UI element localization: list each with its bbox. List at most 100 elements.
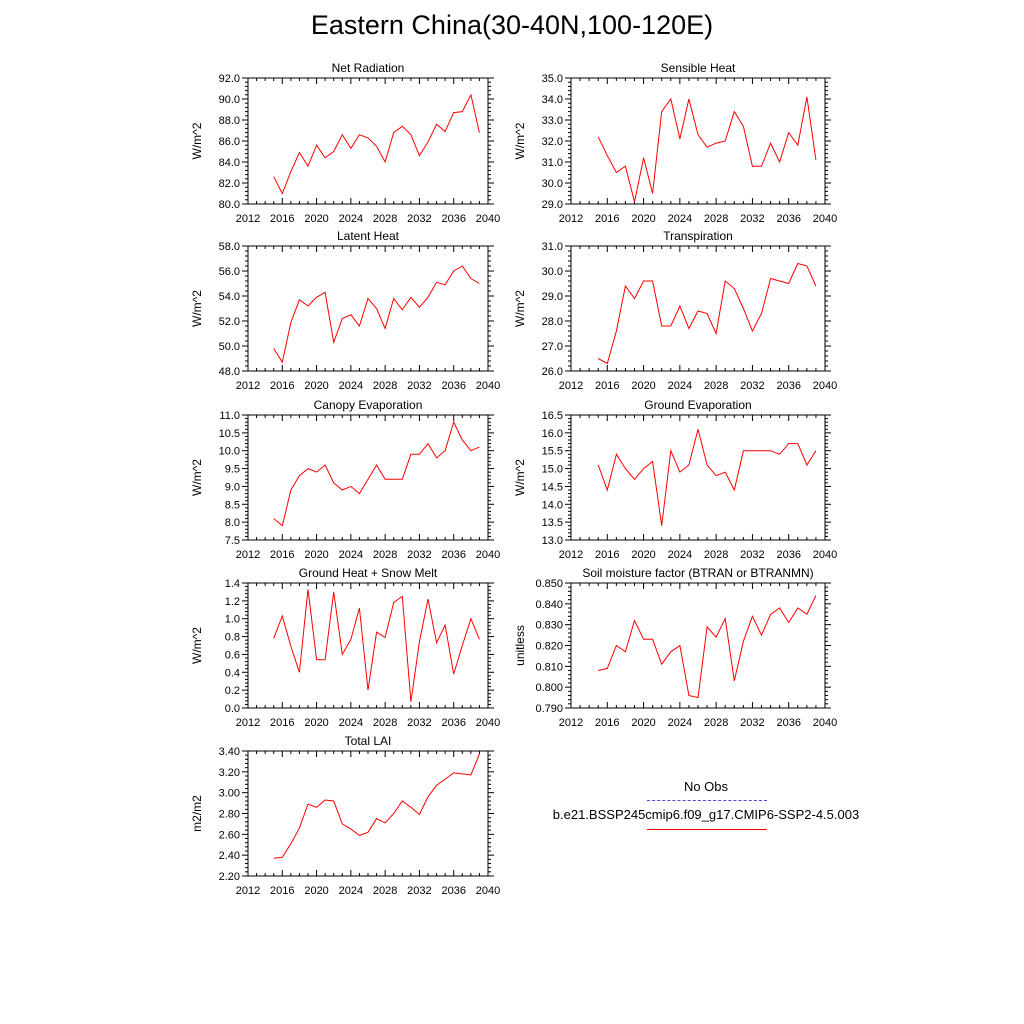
panel-6-xtick-label: 2020: [631, 549, 655, 561]
panel-2-xtick-label: 2016: [595, 213, 619, 225]
panel-7-ytick-label: 1.2: [225, 596, 240, 608]
panel-1-ylabel: W/m^2: [190, 122, 204, 159]
panel-5-xtick-label: 2040: [476, 549, 500, 561]
panel-8-ytick-label: 0.790: [535, 703, 563, 715]
panel-8-xtick-label: 2020: [631, 717, 655, 729]
panel-3-xtick-label: 2028: [373, 380, 397, 392]
panel-4-title: Transpiration: [663, 229, 733, 243]
panel-3-ytick-label: 58.0: [219, 241, 240, 253]
panel-8-xtick-label: 2040: [813, 717, 837, 729]
panel-2-ytick-label: 34.0: [542, 94, 563, 106]
panel-1-xtick-label: 2012: [236, 213, 260, 225]
panel-6-xtick-label: 2028: [704, 549, 728, 561]
panel-1-ytick-label: 82.0: [219, 178, 240, 190]
panel-7-ytick-label: 0.6: [225, 649, 240, 661]
panel-4-ytick-label: 27.0: [542, 341, 563, 353]
panel-9-xtick-label: 2032: [407, 885, 431, 897]
panel-9-ytick-label: 2.20: [219, 871, 240, 883]
panel-7-xtick-label: 2020: [304, 717, 328, 729]
panel-3-xtick-label: 2040: [476, 380, 500, 392]
panel-3-series-line: [273, 265, 480, 364]
panel-2-ytick-label: 31.0: [542, 157, 563, 169]
panel-5-ytick-label: 8.0: [225, 517, 240, 529]
panel-5-series-line: [273, 420, 480, 527]
panel-8-series-line: [598, 595, 817, 699]
legend-obs-label: No Obs: [683, 779, 729, 794]
panel-2-xtick-label: 2020: [631, 213, 655, 225]
panel-7-title: Ground Heat + Snow Melt: [299, 566, 438, 580]
panel-8-xtick-label: 2016: [595, 717, 619, 729]
panel-3-ylabel: W/m^2: [190, 290, 204, 327]
panel-1-xtick-label: 2020: [304, 213, 328, 225]
panel-2-ytick-label: 29.0: [542, 199, 563, 211]
panel-8-ytick-label: 0.830: [535, 620, 563, 632]
panel-5-xtick-label: 2012: [236, 549, 260, 561]
panel-9-ytick-label: 3.00: [219, 788, 240, 800]
panel-6-title: Ground Evaporation: [644, 398, 751, 412]
panel-6-xtick-label: 2012: [559, 549, 583, 561]
panel-3-ytick-label: 48.0: [219, 366, 240, 378]
panel-2-ylabel: W/m^2: [513, 122, 527, 159]
panel-6-ytick-label: 15.5: [542, 446, 563, 458]
panel-4-ytick-label: 31.0: [542, 241, 563, 253]
panel-3-xtick-label: 2016: [270, 380, 294, 392]
panel-8-xtick-label: 2024: [668, 717, 692, 729]
panel-4-xtick-label: 2028: [704, 380, 728, 392]
panel-8-xtick-label: 2012: [559, 717, 583, 729]
panel-1-xtick-label: 2016: [270, 213, 294, 225]
panel-5-ytick-label: 10.5: [219, 428, 240, 440]
panel-5-ytick-label: 8.5: [225, 499, 240, 511]
panel-4-xtick-label: 2016: [595, 380, 619, 392]
legend-model-line: [647, 829, 767, 830]
panel-3-xtick-label: 2020: [304, 380, 328, 392]
panel-1-xtick-label: 2032: [407, 213, 431, 225]
panel-9-series-line: [273, 753, 480, 859]
panel-1-ytick-label: 92.0: [219, 73, 240, 85]
panel-5-ytick-label: 7.5: [225, 535, 240, 547]
panel-4-xtick-label: 2036: [776, 380, 800, 392]
panel-5-ylabel: W/m^2: [190, 459, 204, 496]
panel-7-xtick-label: 2032: [407, 717, 431, 729]
panel-1-ytick-label: 80.0: [219, 199, 240, 211]
panel-6-ytick-label: 15.0: [542, 464, 563, 476]
panel-4-ylabel: W/m^2: [513, 290, 527, 327]
panel-2-xtick-label: 2040: [813, 213, 837, 225]
panel-4-xtick-label: 2012: [559, 380, 583, 392]
panel-2-ytick-label: 33.0: [542, 115, 563, 127]
panel-6-ytick-label: 14.0: [542, 499, 563, 511]
panel-1-xtick-label: 2024: [339, 213, 363, 225]
panel-9-xtick-label: 2040: [476, 885, 500, 897]
panel-5-ytick-label: 9.5: [225, 464, 240, 476]
panel-9-frame: [247, 750, 489, 877]
panel-8-ytick-label: 0.820: [535, 641, 563, 653]
panel-4-xtick-label: 2024: [668, 380, 692, 392]
panel-8-ytick-label: 0.850: [535, 578, 563, 590]
panel-4-series-line: [597, 262, 817, 365]
legend-model-label: b.e21.BSSP245cmip6.f09_g17.CMIP6-SSP2-4.…: [552, 807, 860, 822]
panel-7-xtick-label: 2040: [476, 717, 500, 729]
panel-8-title: Soil moisture factor (BTRAN or BTRANMN): [582, 566, 813, 580]
panel-2-ytick-label: 32.0: [542, 136, 563, 148]
panel-7-ytick-label: 1.4: [225, 578, 240, 590]
panel-7-xtick-label: 2016: [270, 717, 294, 729]
panel-2-xtick-label: 2028: [704, 213, 728, 225]
panel-7-series-line: [273, 589, 480, 702]
panel-1-ytick-label: 88.0: [219, 115, 240, 127]
panel-3-ytick-label: 52.0: [219, 316, 240, 328]
panel-8-ytick-label: 0.810: [535, 661, 563, 673]
panel-5-title: Canopy Evaporation: [314, 398, 423, 412]
panel-6-series-line: [597, 429, 817, 526]
panel-8-xtick-label: 2032: [740, 717, 764, 729]
panel-9-xtick-label: 2028: [373, 885, 397, 897]
panel-2-xtick-label: 2024: [668, 213, 692, 225]
panel-6-xtick-label: 2032: [740, 549, 764, 561]
panel-1-ytick-label: 84.0: [219, 157, 240, 169]
panel-3-xtick-label: 2024: [339, 380, 363, 392]
panel-9-xtick-label: 2016: [270, 885, 294, 897]
panel-7-xtick-label: 2024: [339, 717, 363, 729]
legend-obs-line: [647, 800, 767, 801]
panel-8-ytick-label: 0.800: [535, 682, 563, 694]
panel-4-ytick-label: 28.0: [542, 316, 563, 328]
panel-5-xtick-label: 2016: [270, 549, 294, 561]
panel-8-frame: [570, 582, 826, 709]
